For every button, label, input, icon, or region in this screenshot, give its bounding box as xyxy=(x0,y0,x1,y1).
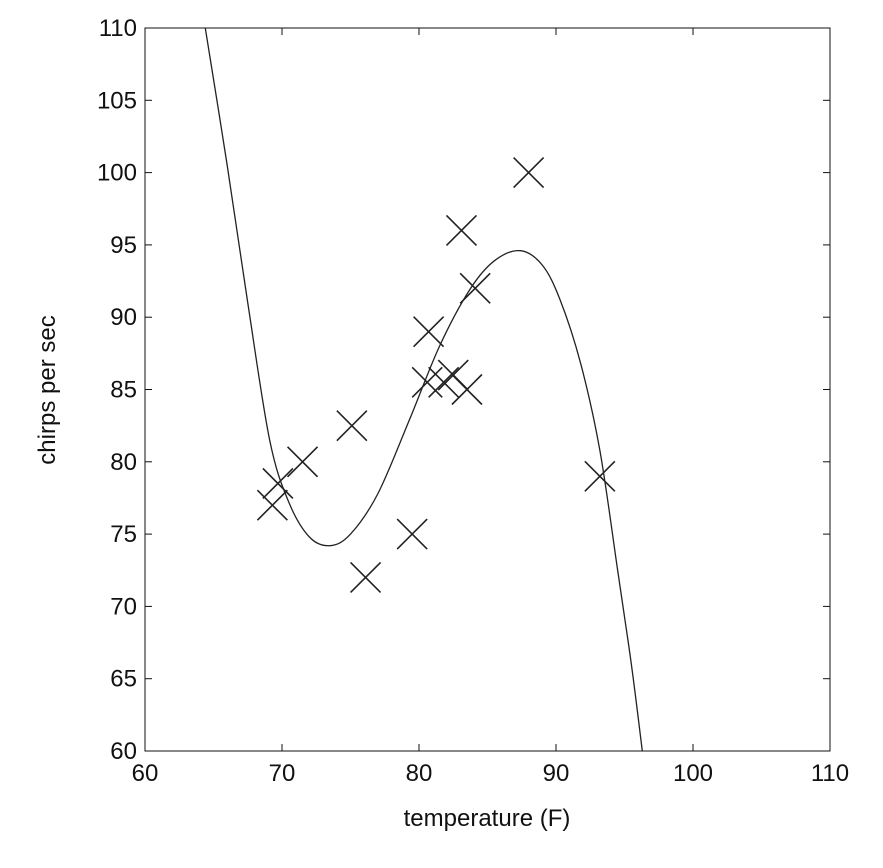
y-tick-label: 80 xyxy=(110,449,137,476)
x-tick-label: 90 xyxy=(543,760,570,787)
y-tick-label: 65 xyxy=(110,666,137,693)
data-point-x-marker xyxy=(445,214,478,247)
y-tick-label: 110 xyxy=(99,15,137,42)
x-tick-label: 60 xyxy=(132,760,159,787)
x-axis: 60 70 80 90 100 110 xyxy=(132,28,849,787)
data-point-x-marker xyxy=(336,410,368,442)
y-tick-label: 85 xyxy=(110,377,137,404)
data-points xyxy=(256,157,616,594)
y-tick-label: 70 xyxy=(110,593,137,620)
x-tick-label: 100 xyxy=(673,760,713,787)
plot-frame xyxy=(144,27,831,752)
x-tick-label: 80 xyxy=(406,760,433,787)
fit-curve xyxy=(204,27,643,752)
x-tick-label: 110 xyxy=(811,760,849,787)
y-tick-label: 90 xyxy=(110,304,137,331)
y-tick-label: 95 xyxy=(110,232,137,259)
data-point-x-marker xyxy=(350,561,382,594)
data-point-x-marker xyxy=(451,373,483,406)
data-point-x-marker xyxy=(396,518,428,550)
data-point-x-marker xyxy=(411,366,443,398)
data-point-x-marker xyxy=(584,460,616,492)
x-axis-label: temperature (F) xyxy=(404,805,571,832)
data-point-x-marker xyxy=(513,157,545,189)
y-tick-label: 60 xyxy=(110,738,137,765)
data-point-x-marker xyxy=(286,446,319,478)
y-axis-label: chirps per sec xyxy=(34,315,61,464)
y-tick-label: 105 xyxy=(97,87,137,114)
data-point-x-marker xyxy=(413,316,445,348)
data-point-x-marker xyxy=(428,366,460,398)
data-point-x-marker xyxy=(262,467,294,500)
y-tick-label: 100 xyxy=(97,160,137,187)
x-tick-label: 70 xyxy=(269,760,296,787)
data-point-x-marker xyxy=(459,272,491,304)
data-point-x-marker xyxy=(256,489,288,521)
y-axis: 60 65 70 75 80 85 90 95 100 105 110 xyxy=(97,15,830,765)
y-tick-label: 75 xyxy=(110,521,137,548)
